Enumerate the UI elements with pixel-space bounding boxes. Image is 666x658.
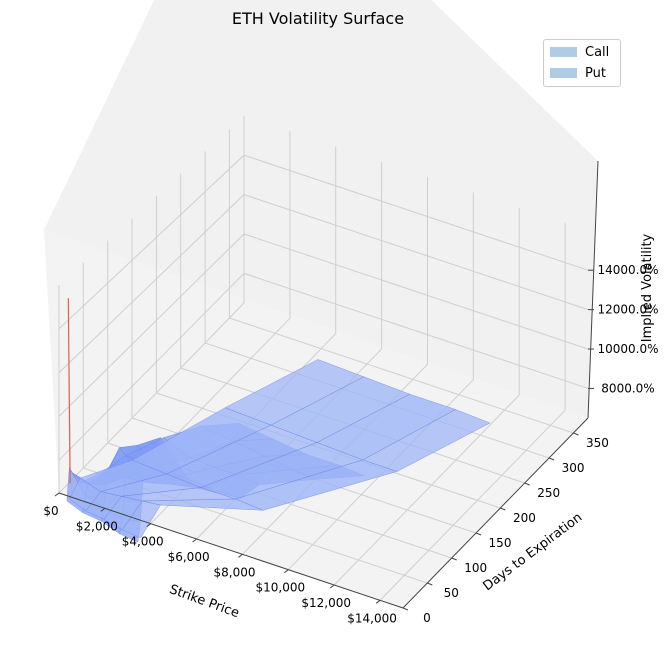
legend-label-put: Put	[585, 65, 606, 81]
y-grid-line	[107, 240, 452, 559]
y-tick-mark	[573, 432, 579, 436]
tick-labels: $0 $2,000 $4,000 $6,000 $8,000 $10,000$12,000…	[43, 263, 658, 625]
chart-title: ETH Volatility Surface	[232, 9, 404, 28]
legend-swatch-call	[550, 47, 577, 57]
legend-swatch-put	[550, 68, 577, 78]
x-tick-mark	[192, 538, 197, 543]
y-axis-line	[402, 417, 589, 609]
z-axis-line	[587, 160, 599, 419]
x-tick-label: $2,000	[76, 519, 118, 533]
x-tick-label: $4,000	[122, 535, 164, 549]
y-tick-mark	[402, 607, 409, 611]
x-grid-line	[287, 192, 474, 571]
x-tick-label: $12,000	[301, 596, 351, 610]
surface-facet	[362, 409, 491, 472]
legend: Call Put	[543, 39, 621, 87]
z-tick-label: 12000.0%	[597, 303, 658, 317]
y-tick-mark	[500, 507, 506, 511]
y-tick-mark	[524, 482, 530, 486]
x-tick-mark	[54, 492, 60, 497]
y-tick-mark	[451, 557, 457, 561]
z-grid-line	[58, 194, 589, 373]
y-tick-label: 50	[444, 586, 459, 600]
surface-plot	[66, 298, 491, 543]
x-tick-mark	[100, 507, 106, 512]
y-tick-mark	[427, 582, 433, 586]
x-grid-line	[58, 115, 245, 494]
x-tick-mark	[238, 553, 243, 558]
y-tick-label: 300	[562, 461, 585, 475]
x-tick-mark	[284, 569, 289, 574]
z-tick-label: 10000.0%	[597, 342, 658, 356]
legend-item-call: Call	[550, 43, 609, 61]
x-tick-mark	[329, 584, 335, 589]
y-grid-line	[82, 262, 428, 584]
z-tick-label: 8000.0%	[601, 381, 654, 395]
z-grid-line	[58, 272, 589, 461]
x-tick-label: $6,000	[168, 550, 210, 564]
legend-label-call: Call	[585, 44, 610, 60]
z-grid-line	[58, 154, 589, 330]
x-grid-line	[379, 223, 566, 601]
y-tick-label: 100	[464, 561, 487, 575]
y-tick-mark	[475, 532, 482, 536]
y-tick-label: 250	[537, 486, 560, 500]
volatility-spike	[67, 298, 71, 484]
x-tick-label: $10,000	[255, 581, 305, 595]
axis-lines	[58, 160, 599, 609]
axes-panes	[44, 0, 598, 608]
y-grid-line	[228, 129, 574, 434]
legend-item-put: Put	[550, 64, 606, 82]
x-tick-label: $0	[43, 504, 58, 518]
y-tick-label: 150	[489, 536, 512, 550]
y-tick-label: 0	[423, 611, 431, 625]
x-axis-line	[58, 492, 404, 609]
back-pane	[44, 0, 598, 418]
x-grid-line	[333, 207, 520, 586]
x-axis-label: Strike Price	[167, 582, 241, 621]
x-tick-label: $14,000	[347, 611, 397, 625]
x-tick-mark	[146, 523, 152, 528]
x-tick-label: $8,000	[214, 565, 256, 579]
surface-put	[67, 298, 491, 539]
x-tick-mark	[375, 599, 381, 604]
z-grid-line	[58, 233, 589, 417]
y-grid-line	[131, 218, 477, 534]
z-axis-label: Implied Volatility	[640, 233, 655, 342]
y-tick-label: 200	[513, 511, 536, 525]
y-tick-label: 350	[586, 436, 609, 450]
y-tick-mark	[548, 457, 555, 461]
z-tick-label: 14000.0%	[597, 263, 658, 277]
